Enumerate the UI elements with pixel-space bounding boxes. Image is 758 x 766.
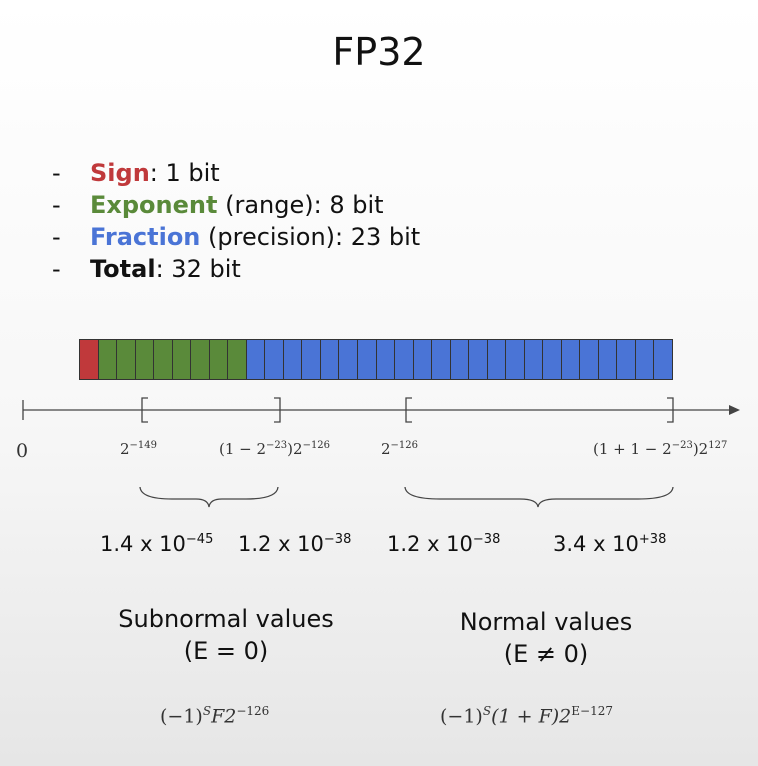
origin-label: 0 xyxy=(16,440,29,462)
fraction-bit-cell xyxy=(302,340,321,379)
fraction-bit-cell xyxy=(432,340,451,379)
approx-max-subnormal: 1.2 x 10−38 xyxy=(238,532,352,556)
fraction-bit-cell xyxy=(487,340,507,379)
page-title: FP32 xyxy=(332,30,426,74)
exponent-bit-cell xyxy=(191,340,210,379)
sign-bit-cell xyxy=(80,340,99,379)
tick-label-min-normal: 2−126 xyxy=(381,440,419,458)
fraction-bit-cell xyxy=(543,340,562,379)
fraction-bit-cell xyxy=(357,340,377,379)
subnormal-formula: (−1)SF2−126 xyxy=(160,704,270,728)
fraction-bit-cell xyxy=(395,340,414,379)
bullet-sign: - Sign: 1 bit xyxy=(52,157,220,189)
fraction-bit-cell xyxy=(413,340,433,379)
approx-min-subnormal: 1.4 x 10−45 xyxy=(100,532,214,556)
normal-condition: (E ≠ 0) xyxy=(503,640,589,668)
fraction-bit-cell xyxy=(339,340,358,379)
exponent-detail: (range): 8 bit xyxy=(217,191,384,219)
fraction-bit-cell xyxy=(654,340,672,379)
fraction-bit-cell xyxy=(580,340,599,379)
exponent-bit-cell xyxy=(98,340,118,379)
normal-open-bracket xyxy=(405,397,412,423)
normal-title: Normal values xyxy=(459,608,633,636)
axis-arrowhead xyxy=(729,405,740,415)
bullet-dash: - xyxy=(52,191,61,219)
subnormal-region-label: Subnormal values (E = 0) xyxy=(86,603,366,667)
exponent-term: Exponent xyxy=(90,191,218,219)
subnormal-title: Subnormal values xyxy=(118,605,334,633)
fraction-bit-cell xyxy=(320,340,340,379)
bullet-total: - Total: 32 bit xyxy=(52,253,241,285)
approx-max-normal: 3.4 x 10+38 xyxy=(553,532,667,556)
exponent-bit-cell xyxy=(172,340,192,379)
exponent-bit-cell xyxy=(228,340,247,379)
total-term: Total xyxy=(90,255,156,283)
normal-region-label: Normal values (E ≠ 0) xyxy=(416,606,676,670)
normal-close-bracket xyxy=(667,397,674,423)
normal-formula: (−1)S(1 + F)2E−127 xyxy=(440,704,613,728)
fraction-bit-cell xyxy=(598,340,618,379)
fraction-bit-cell xyxy=(450,340,470,379)
bullet-fraction: - Fraction (precision): 23 bit xyxy=(52,221,420,253)
tick-label-max-normal: (1 + 1 − 2−23)2127 xyxy=(593,440,728,458)
subnormal-condition: (E = 0) xyxy=(183,637,269,665)
fraction-bit-cell xyxy=(283,340,303,379)
fraction-bit-cell xyxy=(506,340,525,379)
fraction-detail: (precision): 23 bit xyxy=(200,223,421,251)
exponent-bit-cell xyxy=(209,340,229,379)
fraction-bit-cell xyxy=(561,340,581,379)
normal-brace xyxy=(404,486,674,508)
bit-layout-bar xyxy=(79,339,673,380)
subnormal-open-bracket xyxy=(141,397,148,423)
exponent-bit-cell xyxy=(135,340,155,379)
bullet-dash: - xyxy=(52,159,61,187)
subnormal-close-bracket xyxy=(274,397,281,423)
approx-min-normal: 1.2 x 10−38 xyxy=(387,532,501,556)
bullet-dash: - xyxy=(52,255,61,283)
bullet-dash: - xyxy=(52,223,61,251)
tick-label-max-subnormal: (1 − 2−23)2−126 xyxy=(219,440,331,458)
sign-detail: : 1 bit xyxy=(149,159,220,187)
fraction-bit-cell xyxy=(617,340,636,379)
tick-label-min-subnormal: 2−149 xyxy=(120,440,158,458)
subnormal-brace xyxy=(139,486,279,508)
fraction-bit-cell xyxy=(469,340,488,379)
fraction-bit-cell xyxy=(635,340,655,379)
fraction-bit-cell xyxy=(246,340,266,379)
total-detail: : 32 bit xyxy=(155,255,241,283)
exponent-bit-cell xyxy=(154,340,173,379)
bullet-exponent: - Exponent (range): 8 bit xyxy=(52,189,384,221)
fraction-term: Fraction xyxy=(90,223,201,251)
fraction-bit-cell xyxy=(376,340,396,379)
exponent-bit-cell xyxy=(117,340,136,379)
fraction-bit-cell xyxy=(524,340,544,379)
fraction-bit-cell xyxy=(265,340,284,379)
sign-term: Sign xyxy=(90,159,150,187)
